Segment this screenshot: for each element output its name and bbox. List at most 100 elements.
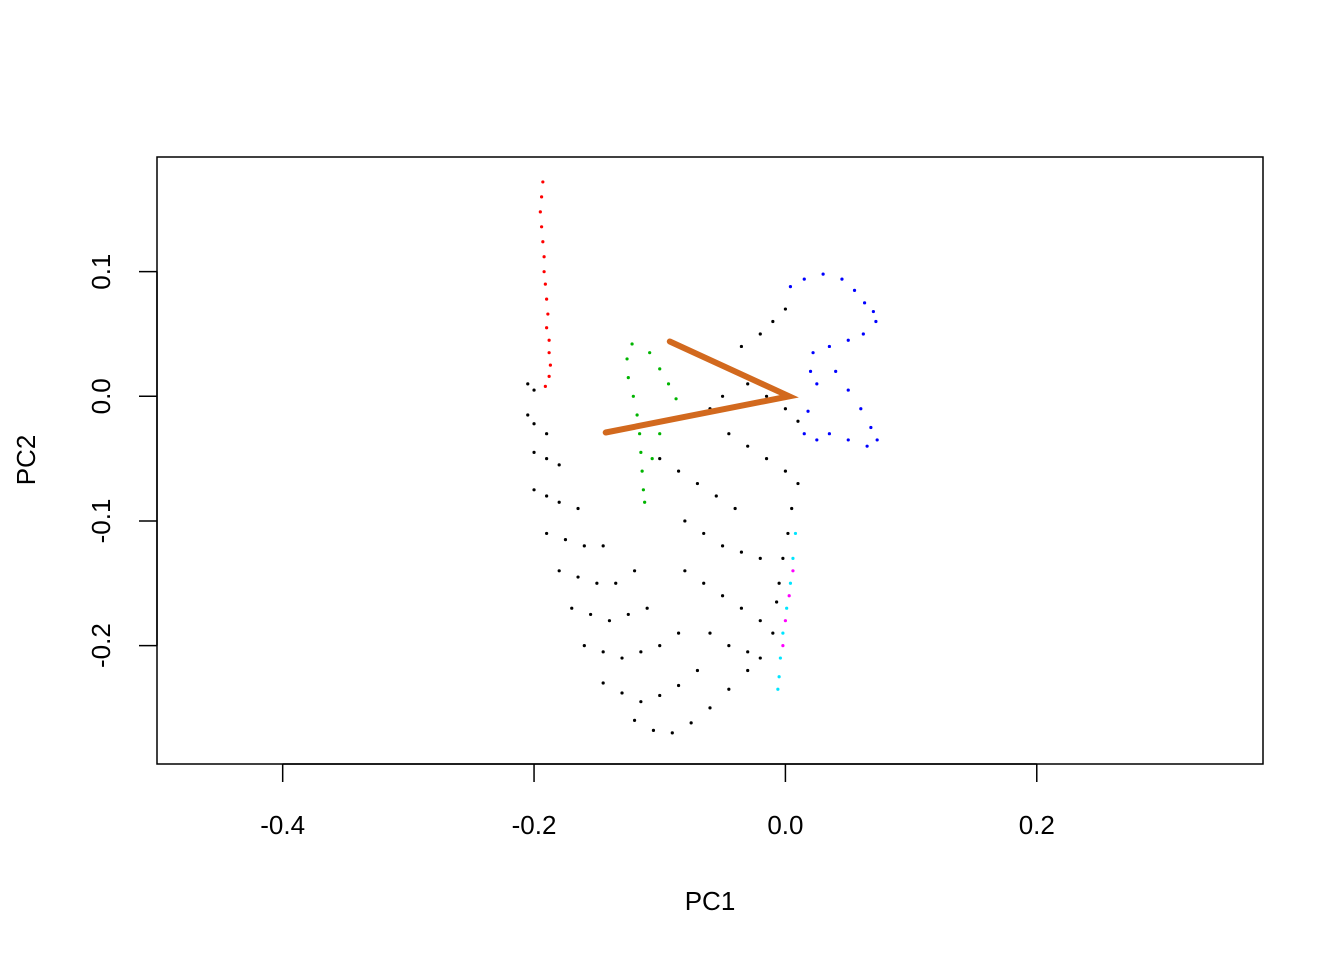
- data-point-black: [532, 422, 536, 426]
- data-point-green: [658, 432, 662, 436]
- data-point-black: [689, 721, 693, 725]
- data-point-black: [739, 606, 744, 610]
- data-point-black: [651, 728, 656, 732]
- data-point-red: [541, 240, 545, 244]
- x-tick-label: -0.2: [512, 810, 557, 840]
- data-point-black: [777, 581, 781, 585]
- data-point-black: [727, 643, 731, 648]
- data-point-blue: [815, 438, 819, 442]
- data-point-black: [570, 606, 574, 610]
- data-point-blue: [827, 344, 831, 349]
- y-axis: 0.1 0.0 -0.1 -0.2: [86, 254, 158, 668]
- data-point-black: [781, 556, 785, 560]
- data-point-black: [783, 469, 788, 473]
- data-point-black: [720, 394, 725, 398]
- data-point-black: [545, 494, 549, 498]
- data-point-black: [532, 450, 536, 454]
- data-point-black: [601, 681, 605, 685]
- data-point-black: [532, 388, 536, 392]
- data-point-black: [576, 575, 580, 579]
- data-point-black: [758, 656, 762, 660]
- data-point-green: [674, 397, 678, 401]
- x-axis: -0.4 -0.2 0.0 0.2: [260, 763, 1055, 840]
- x-tick-label: 0.0: [767, 810, 803, 840]
- data-point-black: [746, 444, 750, 448]
- data-point-black: [645, 606, 649, 610]
- data-point-green: [638, 432, 642, 436]
- data-point-blue: [846, 438, 850, 442]
- data-point-blue: [827, 432, 831, 436]
- data-point-black: [670, 731, 674, 735]
- data-point-black: [796, 481, 800, 486]
- data-point-black: [582, 544, 586, 548]
- trajectory-path: [602, 338, 799, 436]
- data-point-blue: [802, 432, 806, 436]
- data-point-green: [648, 351, 652, 355]
- data-point-red: [547, 338, 551, 342]
- data-point-blue: [808, 369, 813, 373]
- data-point-green: [650, 457, 654, 461]
- data-point-red: [542, 255, 546, 259]
- data-point-black: [676, 683, 681, 688]
- data-point-blue: [806, 409, 810, 413]
- data-point-black: [601, 650, 605, 654]
- data-point-black: [526, 413, 530, 417]
- data-point-blue: [874, 319, 878, 324]
- data-point-blue: [802, 277, 806, 281]
- data-point-black: [702, 581, 706, 585]
- data-point-black: [658, 457, 662, 461]
- data-point-green: [641, 488, 645, 492]
- x-tick-label: -0.4: [260, 810, 305, 840]
- data-point-blue: [846, 388, 850, 392]
- data-point-black: [771, 631, 775, 635]
- data-point-black: [620, 656, 624, 660]
- data-point-blue: [811, 351, 815, 355]
- data-point-blue: [852, 288, 857, 292]
- data-point-blue: [821, 272, 825, 276]
- data-point-black: [683, 519, 687, 523]
- data-point-red: [545, 297, 549, 301]
- data-point-black: [771, 319, 775, 324]
- data-point-red: [543, 282, 547, 286]
- data-point-green: [643, 500, 647, 504]
- data-point-blue: [788, 285, 793, 289]
- data-point-black: [576, 506, 580, 511]
- data-point-blue: [861, 332, 865, 336]
- data-point-cyan: [788, 581, 793, 585]
- data-point-black: [595, 581, 599, 585]
- data-point-black: [601, 544, 605, 548]
- data-point-black: [639, 650, 643, 654]
- data-point-black: [720, 594, 725, 598]
- data-point-black: [632, 569, 637, 573]
- data-point-blue: [840, 277, 844, 281]
- data-point-black: [526, 382, 530, 386]
- data-point-black: [582, 643, 586, 648]
- data-point-black: [620, 691, 624, 695]
- data-point-black: [739, 344, 744, 349]
- y-axis-title: PC2: [11, 435, 41, 486]
- data-point-black: [702, 531, 706, 536]
- data-point-red: [541, 180, 545, 184]
- data-point-green: [626, 376, 630, 380]
- data-point-black: [632, 718, 637, 722]
- data-point-black: [796, 419, 800, 423]
- data-point-black: [532, 488, 536, 492]
- data-point-magenta: [781, 643, 785, 648]
- data-point-black: [739, 550, 744, 554]
- data-point-blue: [869, 425, 873, 430]
- data-point-red: [538, 210, 542, 214]
- data-point-black: [658, 693, 662, 698]
- data-point-black: [557, 500, 561, 504]
- data-point-red: [542, 270, 546, 274]
- data-point-black: [758, 619, 762, 623]
- data-point-black: [764, 457, 769, 461]
- data-point-blue: [846, 338, 850, 342]
- data-point-black: [557, 463, 561, 467]
- data-point-green: [625, 357, 629, 361]
- data-point-black: [676, 469, 681, 473]
- data-point-black: [676, 631, 681, 635]
- data-point-black: [786, 531, 790, 536]
- data-point-green: [630, 342, 634, 346]
- y-tick-label: -0.1: [86, 499, 116, 544]
- data-point-red: [543, 384, 547, 388]
